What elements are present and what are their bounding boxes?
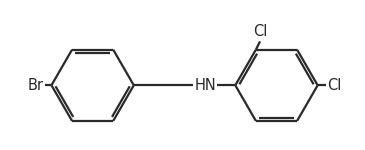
Text: Cl: Cl bbox=[327, 78, 342, 93]
Text: Br: Br bbox=[27, 78, 43, 93]
Text: HN: HN bbox=[194, 78, 216, 93]
Text: Cl: Cl bbox=[253, 24, 267, 39]
